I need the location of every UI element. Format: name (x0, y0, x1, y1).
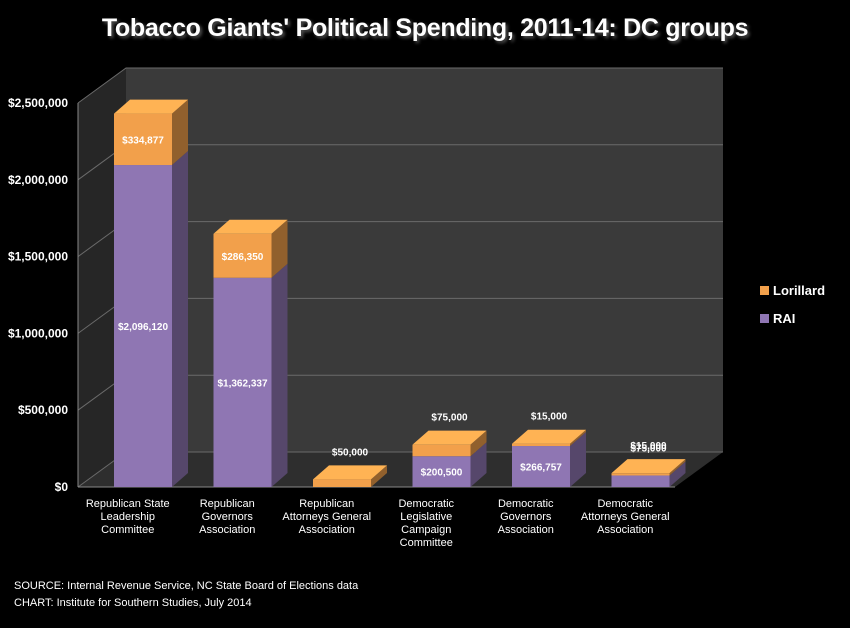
category-label-line: Association (199, 524, 255, 536)
data-label: $15,000 (630, 441, 667, 452)
category-label-line: Democratic (498, 498, 554, 510)
bar-lorillard-side (470, 430, 487, 457)
y-tick-label: $1,000,000 (8, 326, 68, 340)
bar-lorillard-front (114, 113, 172, 166)
source-line: SOURCE: Internal Revenue Service, NC Sta… (14, 580, 359, 592)
bar-lorillard-front (611, 473, 670, 476)
category-label-line: Association (597, 524, 653, 536)
bar-rai-side (570, 432, 586, 487)
bar-rai-front (512, 446, 570, 487)
category-label-line: Committee (101, 524, 154, 536)
category-label: Democratic Legislative Campaign Committee (398, 498, 454, 549)
bar-lorillard-side (669, 459, 686, 476)
data-label: $200,500 (421, 468, 463, 479)
legend-swatch-rai (760, 314, 769, 323)
bar-top-face (213, 219, 288, 234)
y-tick-label: $2,000,000 (8, 173, 68, 187)
category-label-line: Attorneys General (581, 511, 670, 523)
category-label-line: Democratic (597, 498, 653, 510)
bar-lorillard-side (172, 99, 188, 166)
bar-lorillard-front (313, 479, 371, 487)
credit-line: CHART: Institute for Southern Studies, J… (14, 597, 252, 609)
data-label: $286,350 (222, 252, 264, 263)
category-label: Democratic Attorneys General Association (581, 498, 670, 536)
category-label: Republican Attorneys General Association (282, 498, 371, 536)
data-label: $1,362,337 (217, 378, 267, 389)
y-tick-label: $2,500,000 (8, 96, 68, 110)
category-label: Democratic Governors Association (498, 498, 554, 536)
bar-top-face (412, 430, 487, 445)
category-label-line: Governors (500, 511, 552, 523)
category-label-line: Association (498, 524, 554, 536)
category-label-line: Legislative (400, 511, 452, 523)
gridline (77, 67, 723, 104)
y-tick-label: $500,000 (18, 403, 68, 417)
category-label-line: Committee (400, 537, 453, 549)
chart-title: Tobacco Giants' Political Spending, 2011… (101, 14, 749, 42)
data-label: $75,000 (630, 443, 667, 454)
category-label-line: Governors (202, 511, 254, 523)
category-label: Republican State Leadership Committee (86, 498, 170, 536)
bar-top-face (313, 465, 387, 480)
legend-label-rai: RAI (773, 311, 795, 326)
data-label: $266,757 (520, 463, 562, 474)
bar-top-face (611, 459, 686, 474)
bar-top-face (114, 99, 188, 114)
y-tick-label: $0 (55, 480, 69, 494)
bar-rai-side (271, 263, 288, 487)
category-label-line: Republican State (86, 498, 170, 510)
bar-lorillard-side (570, 429, 586, 447)
source-notes: SOURCE: Internal Revenue Service, NC Sta… (14, 578, 358, 612)
category-label-line: Democratic (398, 498, 454, 510)
category-label-line: Republican (299, 498, 354, 510)
bar-rai-side (669, 461, 686, 487)
bar-lorillard-front (213, 233, 272, 278)
bar-lorillard-side (371, 465, 387, 487)
legend-swatch-lorillard (760, 286, 769, 295)
category-label: Republican Governors Association (199, 498, 255, 536)
bar-rai-front (213, 277, 272, 487)
bar-lorillard-front (412, 444, 471, 457)
data-label: $50,000 (332, 447, 369, 458)
category-label-line: Association (299, 524, 355, 536)
data-label: $334,877 (122, 135, 164, 146)
bar-rai-front (114, 165, 172, 488)
bar-rai-side (172, 151, 188, 488)
bar-rai-side (470, 442, 487, 487)
bar-top-face (512, 429, 586, 444)
bar-rai-front (611, 475, 670, 487)
data-label: $2,096,120 (118, 322, 168, 333)
data-label: $75,000 (431, 413, 468, 424)
category-label-line: Attorneys General (282, 511, 371, 523)
bar-lorillard-front (512, 443, 570, 447)
bar-rai-front (412, 456, 471, 487)
legend-label-lorillard: Lorillard (773, 283, 825, 298)
category-label-line: Republican (200, 498, 255, 510)
category-label-line: Campaign (401, 524, 451, 536)
data-label: $15,000 (531, 412, 568, 423)
y-tick-label: $1,500,000 (8, 250, 68, 264)
bar-lorillard-side (271, 219, 288, 278)
category-label-line: Leadership (101, 511, 155, 523)
